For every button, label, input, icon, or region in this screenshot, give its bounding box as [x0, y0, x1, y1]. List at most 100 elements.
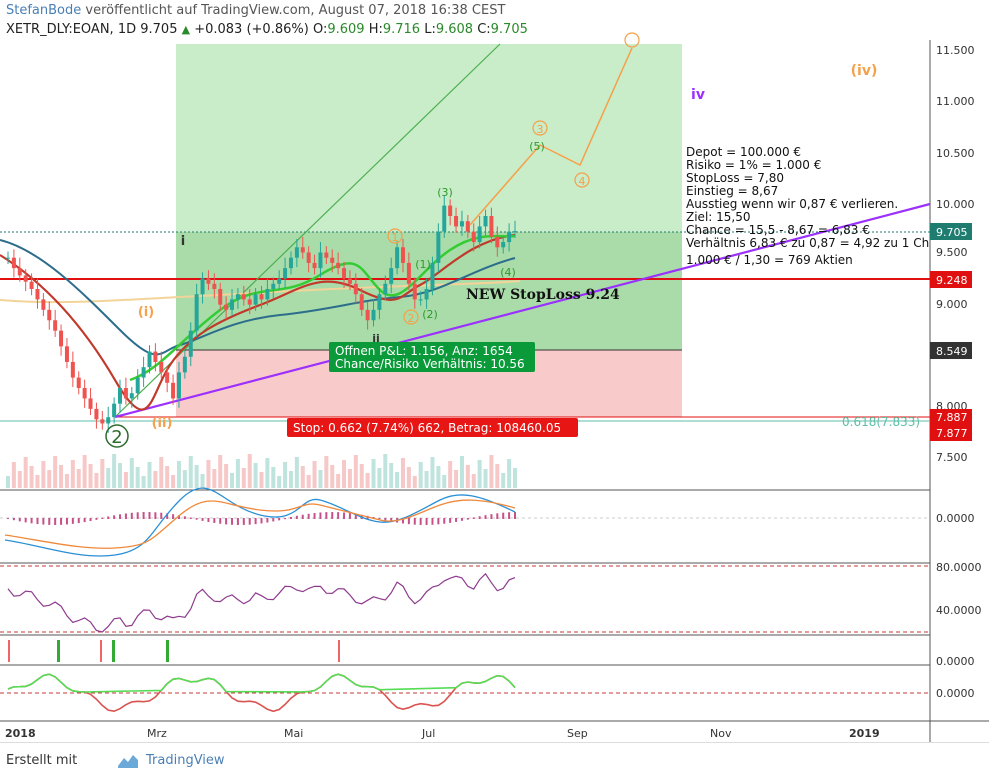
stop-tag-a-text: 7.887 [936, 411, 968, 424]
x-tick: 2018 [5, 727, 36, 740]
y-tick: 11.000 [936, 95, 975, 108]
volume-bar [312, 461, 317, 488]
tradingview-link[interactable]: TradingView [146, 753, 225, 768]
wave-4-circle [574, 172, 590, 188]
signal-line [4, 499, 516, 549]
macd-hist-bar [413, 518, 416, 525]
macd-hist-bar [36, 518, 39, 525]
volume-bar [241, 468, 246, 488]
x-axis: 2018 Mrz Mai Jul Sep Nov 2019 [5, 727, 880, 740]
volume-bar [200, 474, 205, 488]
macd-hist-bar [101, 517, 104, 519]
ind3-axis-label: 0.0000 [936, 655, 975, 668]
wave-2-label: 2 [111, 427, 122, 448]
x-tick: Mrz [147, 727, 167, 740]
candle-body [265, 288, 270, 300]
macd-hist-bar [437, 518, 440, 525]
candle-body [395, 247, 400, 269]
macd-hist-bar [449, 518, 452, 523]
candle-body [29, 281, 34, 289]
new-stoploss-label: NEW StopLoss 9.24 [466, 287, 620, 303]
wave-2-orange-circle [403, 309, 419, 325]
volume-bar [194, 465, 199, 488]
candle-body [283, 268, 288, 279]
volume-bar [147, 462, 152, 488]
candle-body [147, 351, 152, 368]
macd-hist-bar [148, 512, 151, 519]
volume-bar [430, 457, 435, 488]
candle-body [300, 247, 305, 253]
candle-body [165, 372, 170, 383]
volume-bar [64, 474, 69, 488]
author-link[interactable]: StefanBode [6, 3, 82, 18]
candle-body [82, 388, 87, 399]
o-value: 9.609 [327, 22, 365, 37]
y-tick: 10.000 [936, 198, 975, 211]
macd-hist-bar [272, 518, 275, 522]
candle-body [100, 419, 105, 424]
pnl-line1: Offnen P&L: 1.156, Anz: 1654 [335, 344, 513, 358]
candle-body [206, 278, 211, 284]
volume-bar [247, 454, 252, 488]
macd-hist-bar [154, 512, 157, 519]
tradingview-logo-icon[interactable] [116, 752, 140, 770]
volume-bar [442, 475, 447, 488]
volume-bar [353, 455, 358, 488]
wave-2-circle [105, 424, 129, 448]
wave-ii-small: ii [372, 332, 380, 345]
volume-bar [188, 456, 193, 488]
candle-body [400, 247, 405, 263]
macd-hist-bar [466, 518, 469, 520]
candle-body [247, 299, 252, 305]
volume-bar [342, 460, 347, 488]
volume-bar [477, 460, 482, 488]
rsi-axis-40: 40.0000 [936, 604, 982, 617]
candle-body [176, 372, 181, 399]
note-line-3: Einstieg = 8,67 [686, 184, 778, 198]
macd-hist-bar [496, 513, 499, 519]
candle-body [330, 257, 335, 263]
note-line-6: Chance = 15,5 - 8,67 = 6,83 € [686, 223, 870, 237]
wave-3-circle [532, 120, 548, 136]
pnl-line2: Chance/Risiko Verhältnis: 10.56 [335, 357, 525, 371]
volume-bar [395, 472, 400, 488]
header-line-1: StefanBode veröffentlicht auf TradingVie… [6, 3, 505, 18]
volume-bar [76, 469, 81, 488]
wave-3-label: 3 [537, 123, 544, 136]
candle-body [35, 288, 40, 300]
volume-bar [265, 458, 270, 488]
candle-body [76, 377, 81, 389]
wave-5g-label: (5) [529, 140, 545, 153]
volume-bar [165, 466, 170, 488]
volume-bar [271, 467, 276, 488]
macd-hist-bar [225, 518, 228, 525]
macd-hist-bar [378, 518, 381, 520]
wave-2-orange-label: 2 [408, 312, 415, 325]
last-price-tag-text: 9.705 [936, 226, 968, 239]
x-tick: Nov [710, 727, 732, 740]
candle-body [94, 408, 99, 420]
stop-tag-b-text: 7.877 [936, 427, 968, 440]
volume-bar [100, 459, 105, 488]
candle-body [6, 257, 10, 259]
macd-hist-bar [443, 518, 446, 524]
macd-hist-bar [54, 518, 57, 525]
macd-hist-bar [183, 516, 186, 519]
ma-green [129, 234, 516, 382]
candle-body [513, 231, 517, 233]
y-tick: 7.500 [936, 451, 968, 464]
candle-body [212, 283, 217, 289]
candle-body [11, 257, 16, 269]
volume-bar [330, 465, 335, 488]
wave-1-label: 1 [392, 231, 399, 244]
y-tick: 11.500 [936, 44, 975, 57]
macd-hist-bar [207, 518, 210, 522]
published-text: veröffentlicht auf TradingView.com, Augu… [85, 3, 506, 18]
candle-body [306, 252, 311, 263]
candle-body [371, 309, 376, 321]
volume-bar [224, 464, 229, 488]
macd-hist-bar [354, 513, 357, 519]
macd-hist-bar [260, 518, 263, 524]
volume-bar [465, 465, 470, 488]
note-block: Depot = 100.000 € Risiko = 1% = 1.000 € … [686, 145, 929, 267]
